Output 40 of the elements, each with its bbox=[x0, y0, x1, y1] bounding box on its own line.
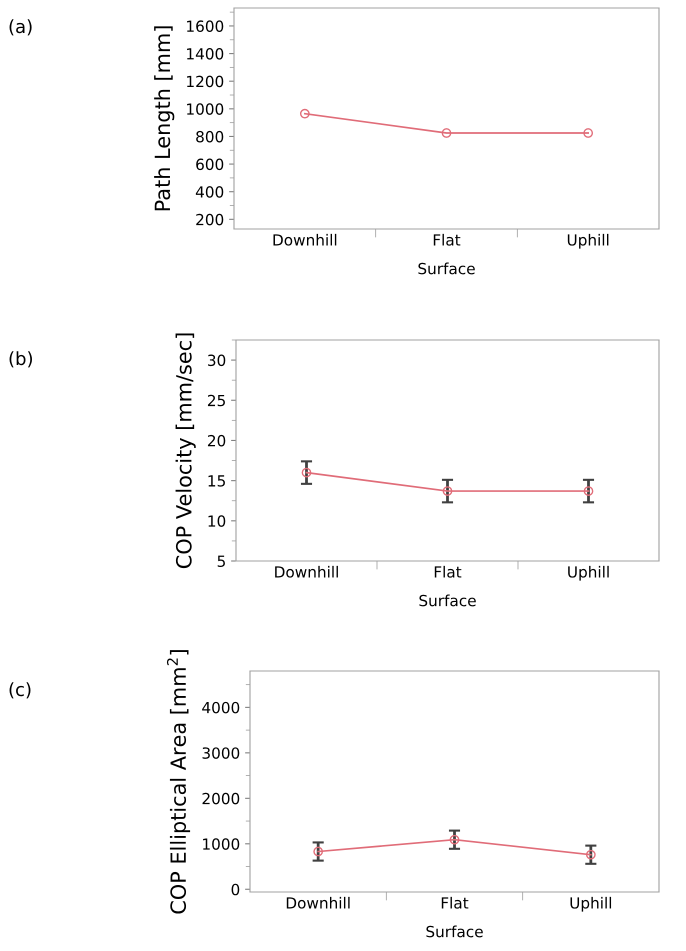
y-tick-label: 200 bbox=[196, 214, 224, 226]
y-axis-title: COP Elliptical Area [mm$^{2}$] bbox=[166, 650, 190, 914]
y-tick-label: 600 bbox=[196, 158, 224, 170]
x-tick-label: Downhill bbox=[275, 566, 338, 578]
y-tick-label: 20 bbox=[208, 434, 226, 446]
x-tick-label: Uphill bbox=[568, 566, 609, 581]
y-tick-label: 4000 bbox=[202, 702, 240, 714]
y-tick-label: 1600 bbox=[187, 20, 224, 32]
point bbox=[450, 834, 460, 845]
y-tick-label: 3000 bbox=[202, 747, 240, 759]
x-tick-label: Downhill bbox=[286, 896, 350, 909]
y-tick-label: 0 bbox=[232, 884, 240, 896]
text: (b) bbox=[10, 351, 32, 368]
y-tick-label: 25 bbox=[208, 394, 225, 406]
y-tick-label: 5 bbox=[218, 556, 225, 568]
x-axis-title: Surface bbox=[418, 262, 475, 274]
y-tick-label: 15 bbox=[208, 475, 225, 487]
y-tick-label: 30 bbox=[208, 354, 226, 366]
y-tick-label: 800 bbox=[196, 130, 224, 142]
y-tick-label: 1000 bbox=[203, 838, 240, 850]
x-tick-label: Flat bbox=[434, 566, 462, 578]
y-tick-label: 1000 bbox=[187, 103, 224, 115]
y-axis-title: COP Velocity [mm/sec] bbox=[176, 334, 196, 568]
y-axis-title: Path Length [mm] bbox=[154, 26, 174, 210]
x-axis-title: Surface bbox=[426, 926, 483, 938]
x-axis-title: Surface bbox=[419, 594, 476, 606]
text: (c) bbox=[10, 682, 30, 698]
y-tick-label: 10 bbox=[208, 515, 226, 527]
x-tick-label: Flat bbox=[434, 234, 460, 246]
x-tick-label: Downhill bbox=[273, 234, 336, 246]
text: (a) bbox=[10, 19, 32, 36]
point bbox=[313, 846, 324, 856]
x-tick-label: Flat bbox=[442, 896, 468, 909]
x-tick-label: Uphill bbox=[568, 234, 608, 249]
y-tick-label: 400 bbox=[196, 186, 224, 198]
y-tick-label: 2000 bbox=[202, 792, 240, 804]
y-tick-label: 1200 bbox=[187, 76, 224, 88]
x-tick-label: Uphill bbox=[570, 896, 612, 912]
y-tick-label: 1400 bbox=[187, 48, 224, 60]
point bbox=[586, 850, 596, 860]
